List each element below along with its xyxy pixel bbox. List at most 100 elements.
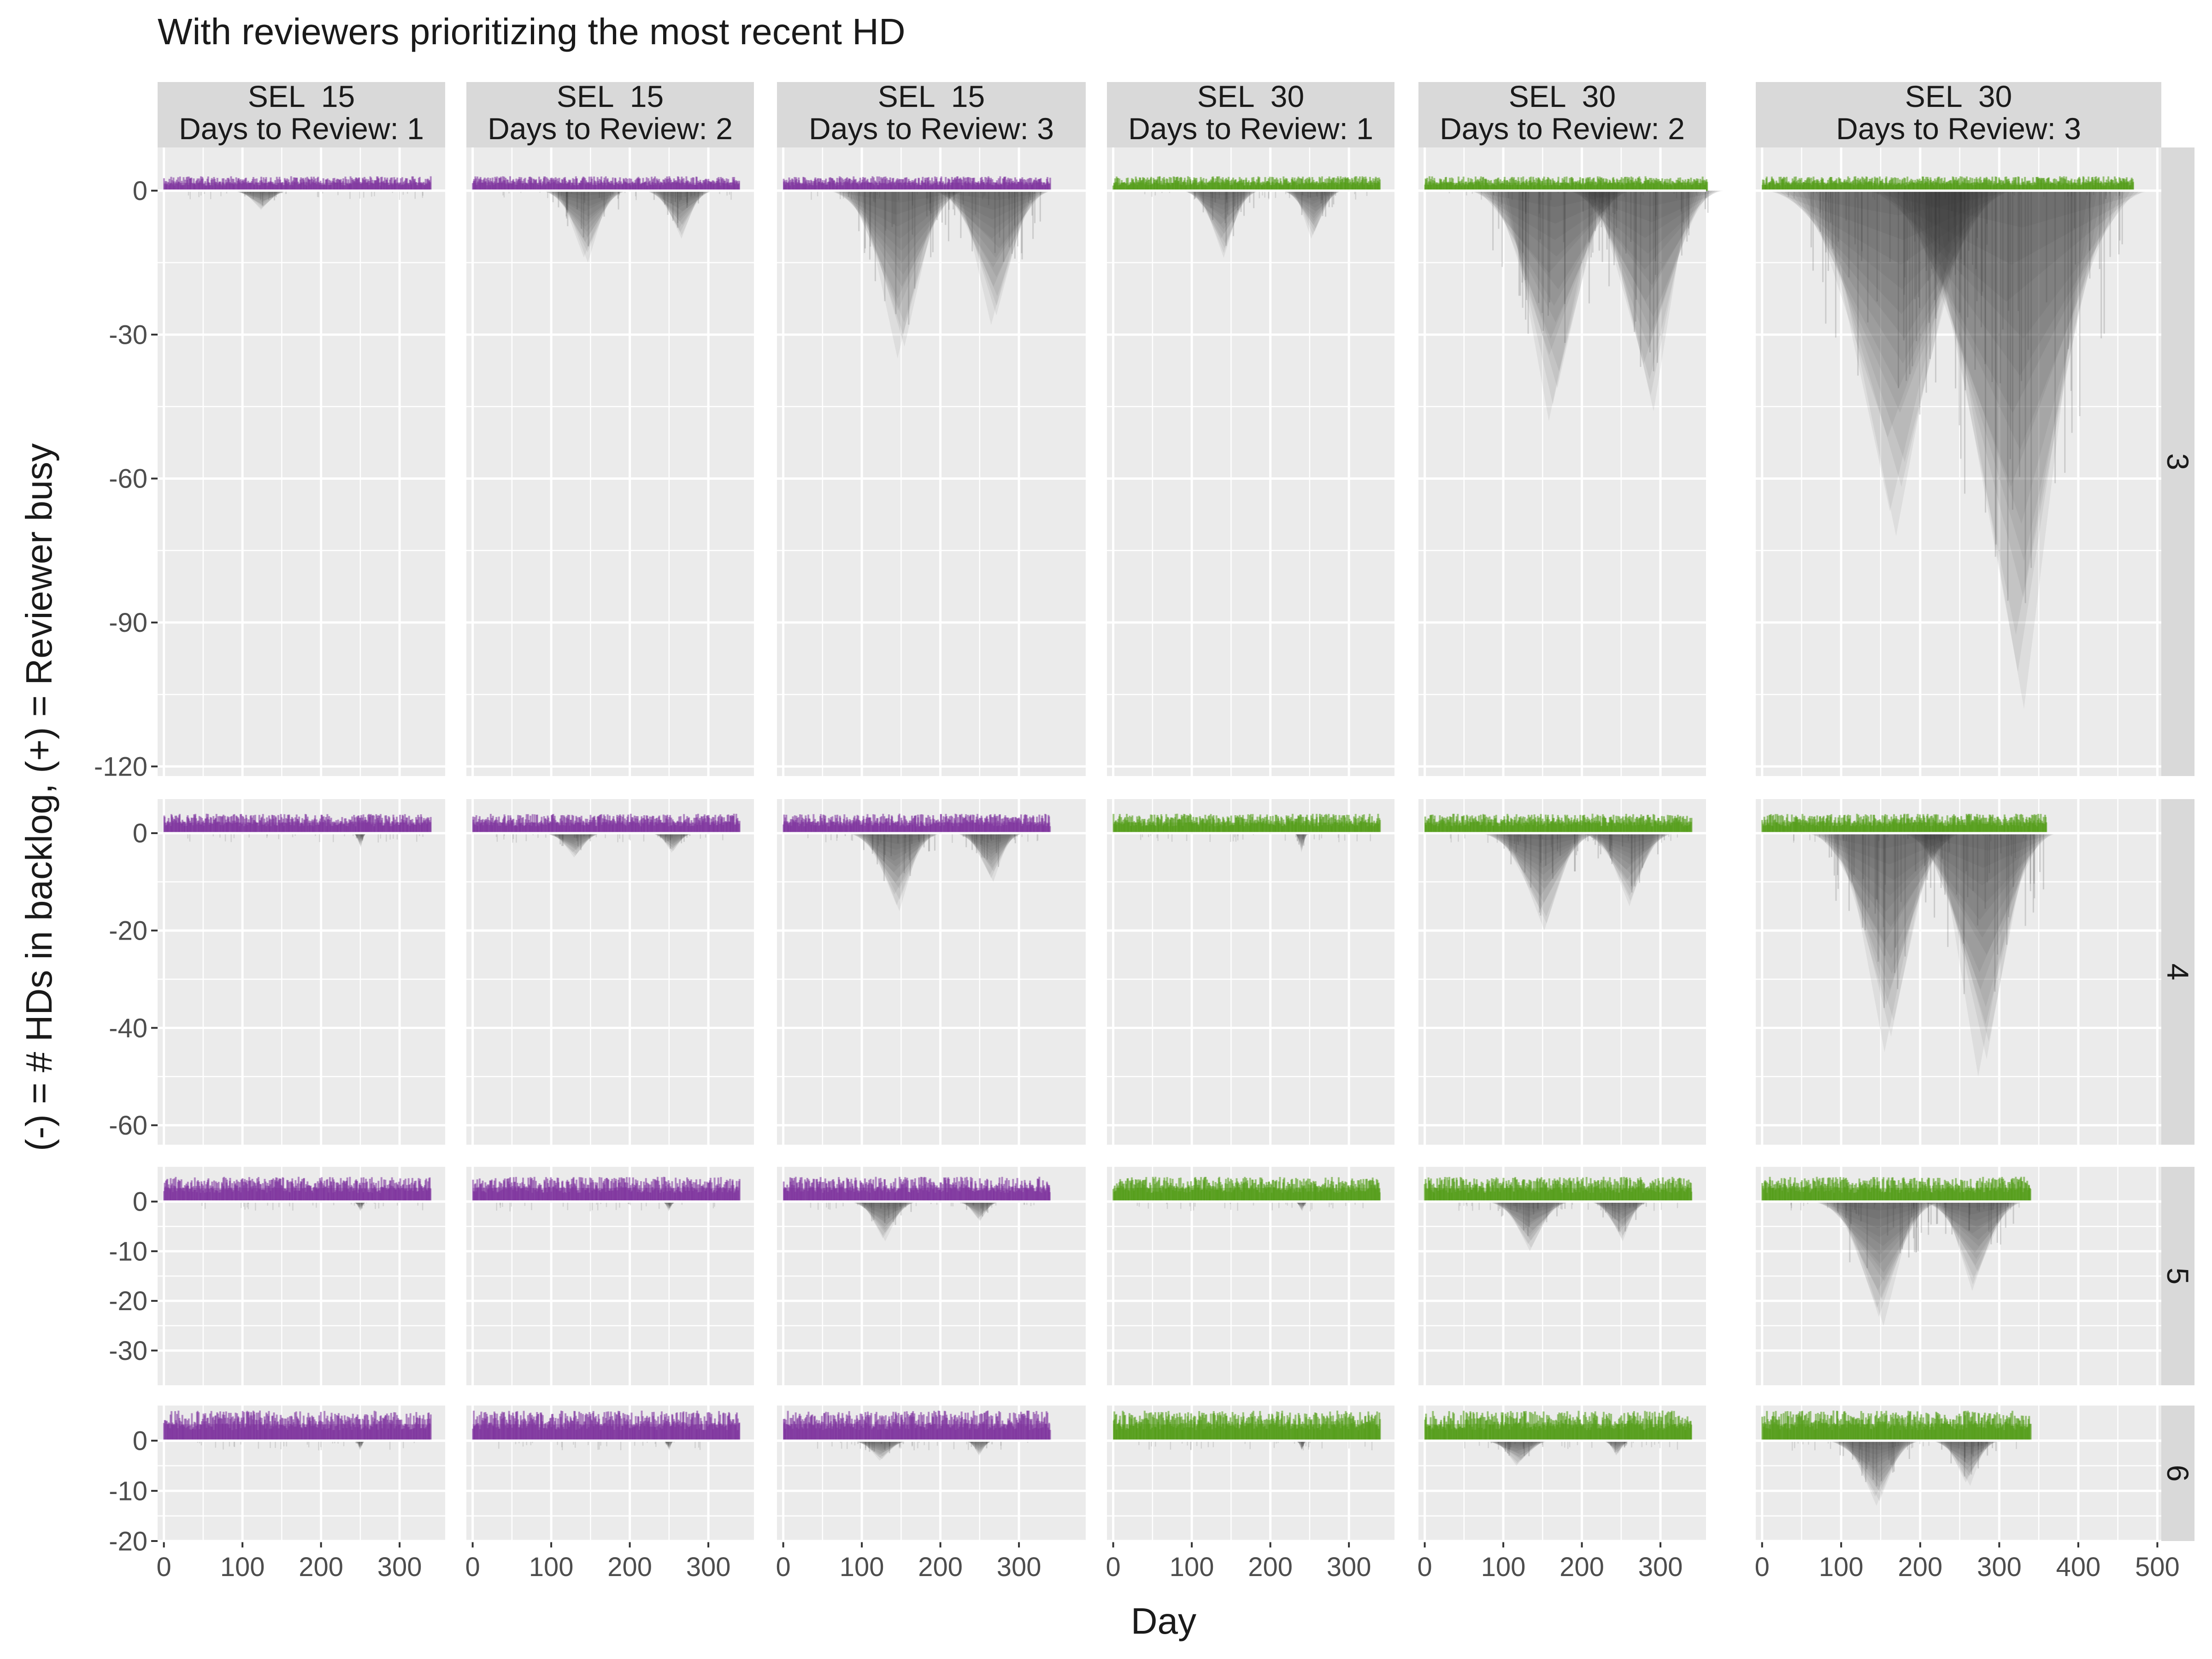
backlog-layer [353,833,366,842]
backlog-layer [554,833,593,856]
backlog-layer [1892,190,2126,413]
backlog-layer [555,190,615,247]
x-tick-label: 0 [465,1552,480,1582]
row-strip-label: 3 [2161,453,2195,471]
backlog-layer [548,833,599,847]
y-tick-label: -60 [109,1111,147,1141]
facet-panel [466,147,754,776]
backlog-layer [1187,190,1256,220]
backlog-layer [1485,190,1617,306]
backlog-layer [1598,190,1694,380]
panel-background [158,147,445,776]
backlog-layer [542,190,627,206]
backlog-layer [1292,190,1333,232]
backlog-peak [1278,190,1345,239]
backlog-layer [856,833,935,872]
backlog-layer [956,833,1023,847]
x-tick-label: 100 [1819,1552,1864,1582]
backlog-layer [1574,190,1716,254]
backlog-layer [241,190,282,207]
x-tick-label: 200 [607,1552,652,1582]
backlog-layer [560,190,610,263]
facet-panel [1756,147,2161,776]
backlog-layer [553,190,616,242]
backlog-layer [1825,190,1961,536]
backlog-layer [557,190,613,253]
facet-panel [158,799,445,1145]
backlog-layer [930,190,1054,200]
backlog-layer [1918,190,2102,598]
backlog-layer [1769,190,2011,240]
backlog-layer [958,190,1030,316]
backlog-layer [856,190,942,335]
y-tick-label: 0 [133,176,147,206]
backlog-layer [540,190,629,201]
backlog-layer [858,190,940,347]
backlog-layer [543,190,625,212]
backlog-layer [655,833,689,847]
backlog-layer [948,190,1038,277]
backlog-layer [953,833,1026,841]
y-tick-label: 0 [133,818,147,848]
backlog-layer [827,190,968,203]
backlog-layer [657,190,703,232]
backlog-layer [242,190,280,209]
column-strip-bg [466,82,754,147]
backlog-layer [837,190,959,251]
column-strip-bg [777,82,1086,147]
row-strip-bg [2161,1406,2194,1541]
backlog-layer [658,833,687,852]
x-tick-label: 500 [2135,1552,2180,1582]
backlog-area [1765,190,2150,709]
x-tick-label: 200 [1248,1552,1293,1582]
backlog-layer [1788,190,1994,339]
facet-panel [1107,147,1394,776]
x-tick-label: 100 [220,1552,265,1582]
backlog-layer [848,833,941,850]
backlog-layer [936,190,1048,229]
backlog-layer [965,833,1016,868]
x-tick-label: 300 [686,1552,731,1582]
backlog-layer [355,833,365,848]
backlog-layer [960,833,1019,858]
backlog-peak [1565,190,1724,412]
backlog-layer [1820,190,1965,512]
backlog-layer [854,833,936,867]
row-strip: 5 [2161,1167,2195,1385]
x-tick-label: 300 [1977,1552,2022,1582]
x-tick-label: 100 [840,1552,884,1582]
panel-background [158,799,445,1145]
backlog-layer [659,190,700,239]
busy-band [472,822,740,833]
backlog-layer [962,833,1018,861]
backlog-layer [1282,190,1342,205]
column-strip-label-days: Days to Review: 3 [1836,112,2081,146]
backlog-layer [955,190,1032,306]
backlog-layer [1470,190,1630,224]
backlog-layer [646,190,712,205]
backlog-layer [1604,190,1689,412]
backlog-layer [354,833,365,845]
backlog-layer [1929,190,2093,672]
panel-background [777,799,1086,1145]
backlog-layer [842,190,954,275]
backlog-layer [653,833,691,845]
backlog-layer [659,833,686,853]
backlog-peak [845,833,945,911]
backlog-layer [939,190,1046,239]
column-strip-bg [1107,82,1394,147]
backlog-layer [1198,190,1246,253]
backlog-layer [869,833,923,911]
backlog-layer [1816,190,1969,487]
backlog-layer [1483,190,1619,289]
backlog-layer [1765,190,2015,216]
backlog-layer [1293,190,1332,235]
chart-title: With reviewers prioritizing the most rec… [158,11,906,52]
backlog-peak [930,190,1054,325]
backlog-layer [835,190,961,239]
x-tick-label: 0 [1418,1552,1432,1582]
row-strip: 3 [2161,147,2195,776]
backlog-layer [1882,190,2136,339]
x-tick-label: 300 [997,1552,1041,1582]
